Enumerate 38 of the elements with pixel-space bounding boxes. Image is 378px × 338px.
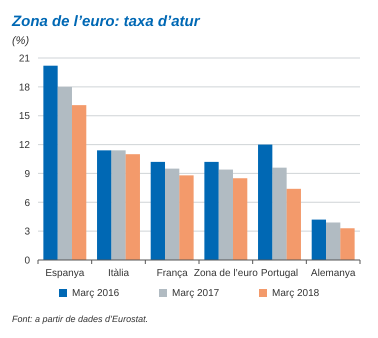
bar <box>72 105 86 260</box>
bar <box>272 168 287 260</box>
x-tick-label: Espanya <box>45 268 85 279</box>
bar <box>258 144 272 260</box>
bar <box>232 178 248 260</box>
x-tick-label: Itàlia <box>108 268 130 279</box>
bar <box>340 228 355 260</box>
y-tick-label: 0 <box>24 256 30 266</box>
bar <box>286 188 301 260</box>
legend-label: Març 2018 <box>272 288 320 299</box>
y-tick-label: 21 <box>18 54 30 64</box>
y-axis-title: (%) <box>12 35 30 47</box>
bar <box>312 220 326 260</box>
y-tick-label: 6 <box>24 198 30 209</box>
text: Font: a partir de dades d’Eurostat. <box>12 314 148 324</box>
bar <box>165 168 180 260</box>
y-tick-label: 18 <box>18 82 30 94</box>
bar <box>126 154 140 260</box>
bar <box>218 170 233 260</box>
bar <box>43 66 58 260</box>
bar <box>150 162 166 260</box>
x-tick-label: Portugal <box>260 268 298 279</box>
x-tick-label: França <box>156 268 188 279</box>
bar <box>204 162 219 260</box>
y-tick-label: 12 <box>18 140 30 152</box>
bar <box>58 86 72 260</box>
y-tick-label: 9 <box>24 168 30 180</box>
bar <box>97 150 112 260</box>
bar <box>111 150 126 260</box>
legend-label: Març 2016 <box>72 288 120 299</box>
bar <box>179 175 194 260</box>
legend-label: Març 2017 <box>172 288 220 299</box>
bar <box>326 222 340 260</box>
x-tick-label: Alemanya <box>310 268 356 279</box>
y-tick-label: 3 <box>24 226 30 238</box>
chart-title: Zona de l’euro: taxa d’atur <box>11 13 201 30</box>
y-tick-label: 15 <box>18 111 30 122</box>
x-tick-label: Zona de l’euro <box>194 268 258 279</box>
